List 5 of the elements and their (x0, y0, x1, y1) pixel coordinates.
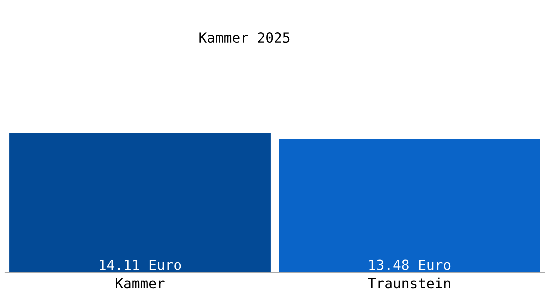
chart-title: Kammer 2025 (200, 32, 290, 44)
x-tick-label: Traunstein (368, 278, 450, 289)
data-label: 14.11 Euro (100, 260, 182, 270)
x-tick-label: Kammer (116, 278, 165, 289)
data-label: 13.48 Euro (370, 260, 451, 270)
